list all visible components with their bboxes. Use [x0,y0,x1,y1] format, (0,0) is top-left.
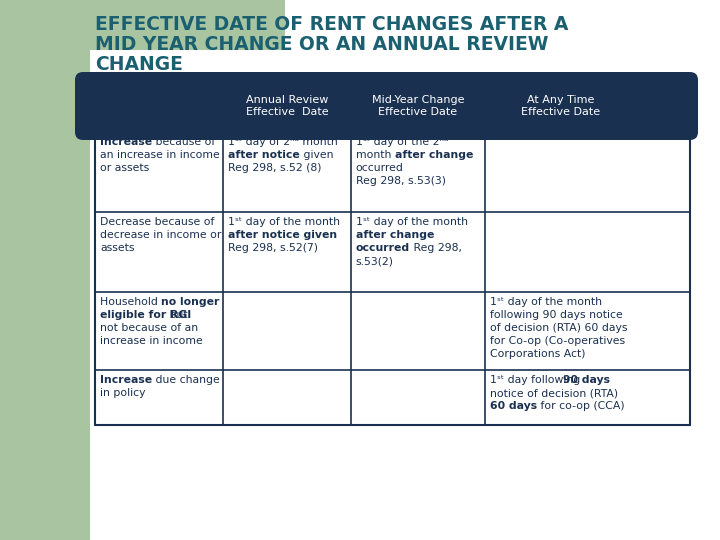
Text: in policy: in policy [100,388,145,398]
Text: 1ˢᵗ day of the 2ⁿᵈ: 1ˢᵗ day of the 2ⁿᵈ [356,137,448,147]
Text: 1ˢᵗ day of 2ⁿᵈ month: 1ˢᵗ day of 2ⁿᵈ month [228,137,338,147]
Text: Mid-Year Change
Effective Date: Mid-Year Change Effective Date [372,94,464,117]
Text: Increase: Increase [100,137,152,147]
Text: 1ˢᵗ day following: 1ˢᵗ day following [490,375,583,385]
Text: 1ˢᵗ day of the month: 1ˢᵗ day of the month [490,297,602,307]
FancyBboxPatch shape [75,72,698,140]
Text: EFFECTIVE DATE OF RENT CHANGES AFTER A: EFFECTIVE DATE OF RENT CHANGES AFTER A [95,15,568,34]
Text: MID YEAR CHANGE OR AN ANNUAL REVIEW: MID YEAR CHANGE OR AN ANNUAL REVIEW [95,35,549,54]
Text: CHANGE: CHANGE [95,55,183,74]
Text: after change: after change [395,150,473,160]
Text: following 90 days notice: following 90 days notice [490,310,623,320]
Text: decrease in income or: decrease in income or [100,230,221,240]
Text: of decision (RTA) 60 days: of decision (RTA) 60 days [490,323,627,333]
Bar [0,0,90,540]
Text: Reg 298, s.53(3): Reg 298, s.53(3) [356,176,446,186]
Bar [95,132,690,425]
Text: an increase in income: an increase in income [100,150,220,160]
Text: notice of decision (RTA): notice of decision (RTA) [490,388,618,398]
Text: occurred: occurred [356,163,404,173]
Text: Decrease because of: Decrease because of [100,217,215,227]
Text: after notice: after notice [228,150,300,160]
Text: but: but [166,310,188,320]
Text: eligible for RGI: eligible for RGI [100,310,192,320]
Text: At Any Time
Effective Date: At Any Time Effective Date [521,94,600,117]
Text: occurred: occurred [356,243,410,253]
Text: after change: after change [356,230,434,240]
Text: Increase: Increase [100,375,152,385]
Text: 1ˢᵗ day of the month: 1ˢᵗ day of the month [228,217,340,227]
Text: Household: Household [100,297,161,307]
Text: for Co-op (Co-operatives: for Co-op (Co-operatives [490,336,625,346]
Text: 90 days: 90 days [563,375,610,385]
Text: given: given [300,150,333,160]
Text: Corporations Act): Corporations Act) [490,349,585,359]
Text: increase in income: increase in income [100,336,203,346]
Text: 60 days: 60 days [490,401,537,411]
Text: after notice given: after notice given [228,230,337,240]
Text: s.53(2): s.53(2) [356,256,394,266]
Text: for co-op (CCA): for co-op (CCA) [537,401,624,411]
Text: no longer: no longer [161,297,220,307]
Text: Reg 298,: Reg 298, [410,243,462,253]
Text: or assets: or assets [100,163,149,173]
Text: month: month [356,150,395,160]
Text: Annual Review
Effective  Date: Annual Review Effective Date [246,94,328,117]
Text: Reg 298, s.52(7): Reg 298, s.52(7) [228,243,318,253]
Text: Reg 298, s.52 (8): Reg 298, s.52 (8) [228,163,321,173]
Text: due change: due change [152,375,220,385]
Text: assets: assets [100,243,135,253]
Text: because of: because of [152,137,215,147]
Text: 1ˢᵗ day of the month: 1ˢᵗ day of the month [356,217,468,227]
Bar [90,0,285,50]
Text: not because of an: not because of an [100,323,198,333]
